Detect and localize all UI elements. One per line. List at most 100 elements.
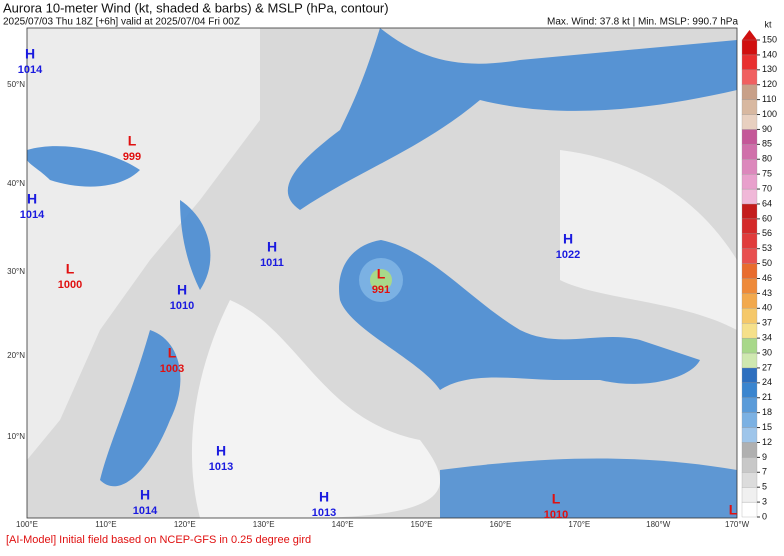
- colorbar-swatch: [741, 487, 758, 503]
- pressure-value: 1022: [556, 249, 580, 261]
- colorbar-label: 43: [762, 288, 772, 298]
- colorbar-swatch: [741, 337, 758, 354]
- lon-label: 120°E: [174, 520, 196, 529]
- colorbar-swatch: [741, 144, 758, 160]
- pressure-symbol: L: [552, 491, 561, 507]
- colorbar-swatch: [741, 263, 758, 279]
- colorbar-swatch: [741, 412, 758, 428]
- colorbar-label: 75: [762, 169, 772, 179]
- colorbar-swatch: [741, 382, 758, 398]
- footer: [AI-Model] Initial field based on NCEP-G…: [6, 534, 311, 546]
- pressure-value: 1010: [170, 300, 194, 312]
- lon-label: 130°E: [253, 520, 275, 529]
- stats: Max. Wind: 37.8 kt | Min. MSLP: 990.7 hP…: [547, 17, 738, 28]
- pressure-value: 999: [123, 151, 141, 163]
- colorbar-swatch: [741, 99, 758, 115]
- pressure-symbol: H: [216, 443, 226, 459]
- lon-label: 180°W: [646, 520, 671, 529]
- pressure-value: 1003: [160, 363, 184, 375]
- pressure-value: 1014: [18, 64, 43, 76]
- colorbar-label: 110: [762, 94, 776, 104]
- pressure-symbol: L: [168, 345, 177, 361]
- colorbar-label: 15: [762, 422, 772, 432]
- colorbar-swatch: [741, 39, 758, 56]
- pressure-symbol: H: [563, 231, 573, 247]
- pressure-symbol: L: [377, 266, 386, 282]
- colorbar-swatch: [741, 397, 758, 413]
- colorbar-label: 140: [762, 49, 777, 59]
- pressure-symbol: H: [267, 239, 277, 255]
- pressure-value: 991: [372, 284, 390, 296]
- lat-label: 50°N: [7, 80, 25, 89]
- colorbar-swatch: [741, 442, 758, 458]
- colorbar-label: 40: [762, 303, 772, 313]
- colorbar-swatch: [741, 233, 758, 249]
- lon-label: 100°E: [16, 520, 38, 529]
- colorbar-label: 80: [762, 154, 772, 164]
- colorbar-swatch: [741, 84, 758, 100]
- colorbar-swatch: [741, 159, 758, 175]
- colorbar-label: 30: [762, 347, 772, 357]
- lon-label: 110°E: [95, 520, 116, 529]
- lat-label: 30°N: [7, 267, 25, 276]
- pressure-value: 1000: [58, 279, 82, 291]
- pressure-symbol: L: [729, 502, 738, 518]
- colorbar-label: 34: [762, 333, 772, 343]
- colorbar-label: 37: [762, 318, 772, 328]
- pressure-value: 1013: [312, 507, 336, 519]
- lat-label: 20°N: [7, 351, 25, 360]
- colorbar-swatch: [741, 114, 758, 130]
- colorbar-label: 70: [762, 183, 772, 193]
- colorbar-swatch: [741, 501, 758, 518]
- lon-label: 170°W: [725, 520, 750, 529]
- colorbar-swatch: [741, 472, 758, 488]
- colorbar-swatch: [741, 69, 758, 85]
- pressure-symbol: H: [319, 489, 329, 505]
- colorbar-label: 21: [762, 392, 772, 402]
- colorbar-label: 7: [762, 467, 767, 477]
- colorbar-label: 12: [762, 437, 772, 447]
- colorbar-label: 85: [762, 139, 772, 149]
- lon-label: 170°E: [568, 520, 590, 529]
- colorbar-label: 46: [762, 273, 772, 283]
- colorbar-label: 27: [762, 362, 772, 372]
- title: Aurora 10-meter Wind (kt, shaded & barbs…: [3, 0, 389, 15]
- colorbar-swatch: [741, 188, 758, 205]
- colorbar-swatch: [741, 293, 758, 309]
- colorbar-label: 53: [762, 243, 772, 253]
- colorbar-label: 24: [762, 377, 772, 387]
- colorbar-label: 64: [762, 198, 772, 208]
- pressure-value: 1013: [209, 461, 233, 473]
- colorbar-swatch: [741, 278, 758, 294]
- subtitle: 2025/07/03 Thu 18Z [+6h] valid at 2025/0…: [3, 17, 240, 28]
- colorbar-swatch: [741, 457, 758, 473]
- pressure-symbol: H: [25, 46, 35, 62]
- lon-label: 150°E: [411, 520, 433, 529]
- colorbar-label: 18: [762, 407, 772, 417]
- lon-label: 140°E: [332, 520, 354, 529]
- pressure-symbol: H: [177, 282, 187, 298]
- lat-label: 10°N: [7, 432, 25, 441]
- colorbar-arrow: [742, 30, 757, 40]
- colorbar-swatch: [741, 54, 758, 70]
- colorbar-swatch: [741, 308, 758, 324]
- colorbar-unit: kt: [764, 19, 772, 29]
- colorbar-swatch: [741, 174, 758, 190]
- lon-label: 160°E: [489, 520, 511, 529]
- colorbar-label: 60: [762, 213, 772, 223]
- pressure-value: 1014: [133, 505, 158, 517]
- colorbar-label: 100: [762, 109, 777, 119]
- colorbar-swatch: [741, 427, 758, 443]
- pressure-value: 1011: [260, 257, 284, 269]
- colorbar-swatch: [741, 367, 758, 383]
- map-field: [26, 27, 738, 519]
- colorbar-label: 130: [762, 64, 777, 74]
- colorbar-label: 150: [762, 34, 777, 44]
- colorbar-label: 120: [762, 79, 777, 89]
- colorbar-swatch: [741, 323, 758, 339]
- colorbar-label: 56: [762, 228, 772, 238]
- colorbar-label: 3: [762, 496, 767, 506]
- colorbar-label: 9: [762, 452, 767, 462]
